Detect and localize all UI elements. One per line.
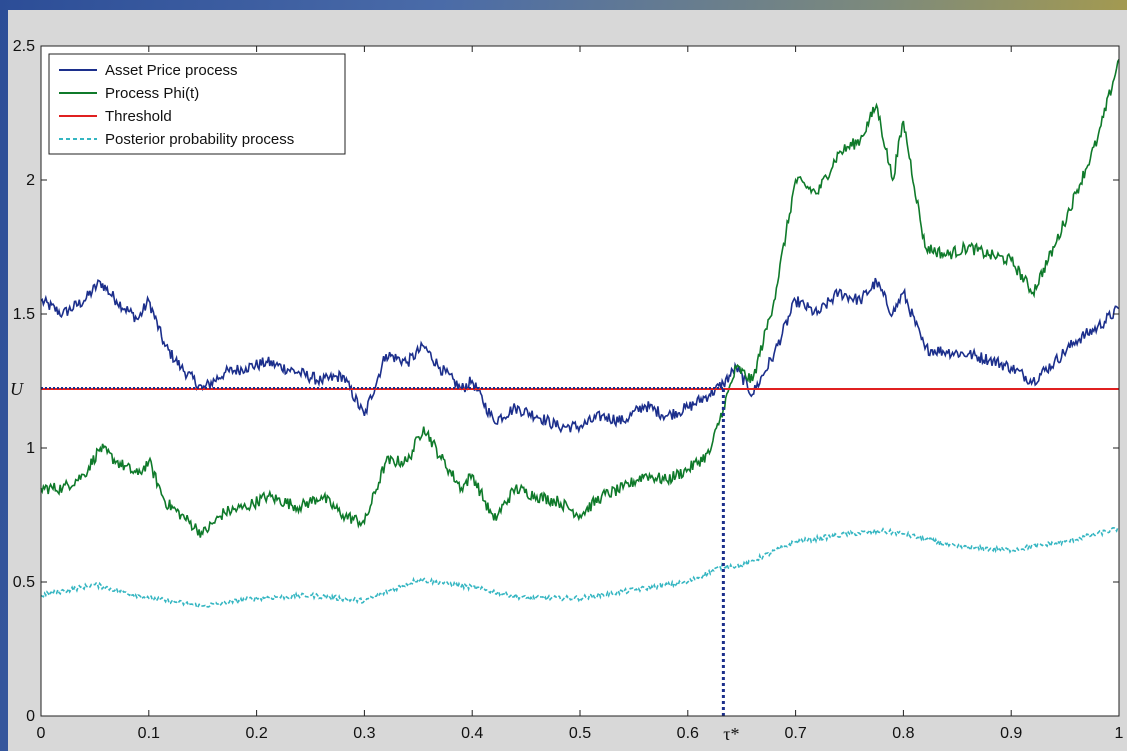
y-tick-label: 0.5 bbox=[13, 574, 35, 591]
legend-label: Asset Price process bbox=[105, 62, 238, 79]
chart: 0 0.1 0.2 0.3 0.4 0.5 0.6 0.7 0.8 0.9 1 0 0.5 1 1.5 2 2.… bbox=[10, 38, 1124, 744]
y-tick-label: 1 bbox=[26, 440, 35, 457]
x-tick-label: 0 bbox=[37, 725, 46, 742]
legend-box bbox=[48, 53, 346, 155]
x-tick-label: 0.1 bbox=[138, 725, 160, 742]
x-tick-label: 0.7 bbox=[784, 725, 806, 742]
legend-label: Process Phi(t) bbox=[105, 85, 199, 102]
y-tick-label: 2 bbox=[26, 172, 35, 189]
y-tick-label: 2.5 bbox=[13, 38, 35, 55]
x-tick-label: 0.3 bbox=[353, 725, 375, 742]
x-tick-label: 0.5 bbox=[569, 725, 591, 742]
legend-label: Threshold bbox=[105, 108, 172, 125]
series-line-posterior-probability-process bbox=[40, 526, 1120, 609]
x-tick-label: 1 bbox=[1115, 725, 1124, 742]
y-tick-label: 0 bbox=[26, 708, 35, 725]
series-line-asset-price-process bbox=[40, 277, 1120, 434]
y-tick-label: 1.5 bbox=[13, 306, 35, 323]
threshold-u-label: U bbox=[10, 379, 24, 399]
stopping-time-label: τ* bbox=[723, 724, 739, 744]
x-tick-label: 0.4 bbox=[461, 725, 483, 742]
x-tick-label: 0.2 bbox=[245, 725, 267, 742]
legend-label: Posterior probability process bbox=[105, 131, 294, 148]
x-tick-label: 0.9 bbox=[1000, 725, 1022, 742]
legend: Asset Price process Process Phi(t) Thresho… bbox=[48, 53, 346, 155]
series-line-process-phi-t bbox=[40, 58, 1120, 538]
x-tick-label: 0.8 bbox=[892, 725, 914, 742]
figure-panel: 0 0.1 0.2 0.3 0.4 0.5 0.6 0.7 0.8 0.9 1 0 0.5 1 1.5 2 2.… bbox=[8, 10, 1127, 751]
x-tick-label: 0.6 bbox=[677, 725, 699, 742]
